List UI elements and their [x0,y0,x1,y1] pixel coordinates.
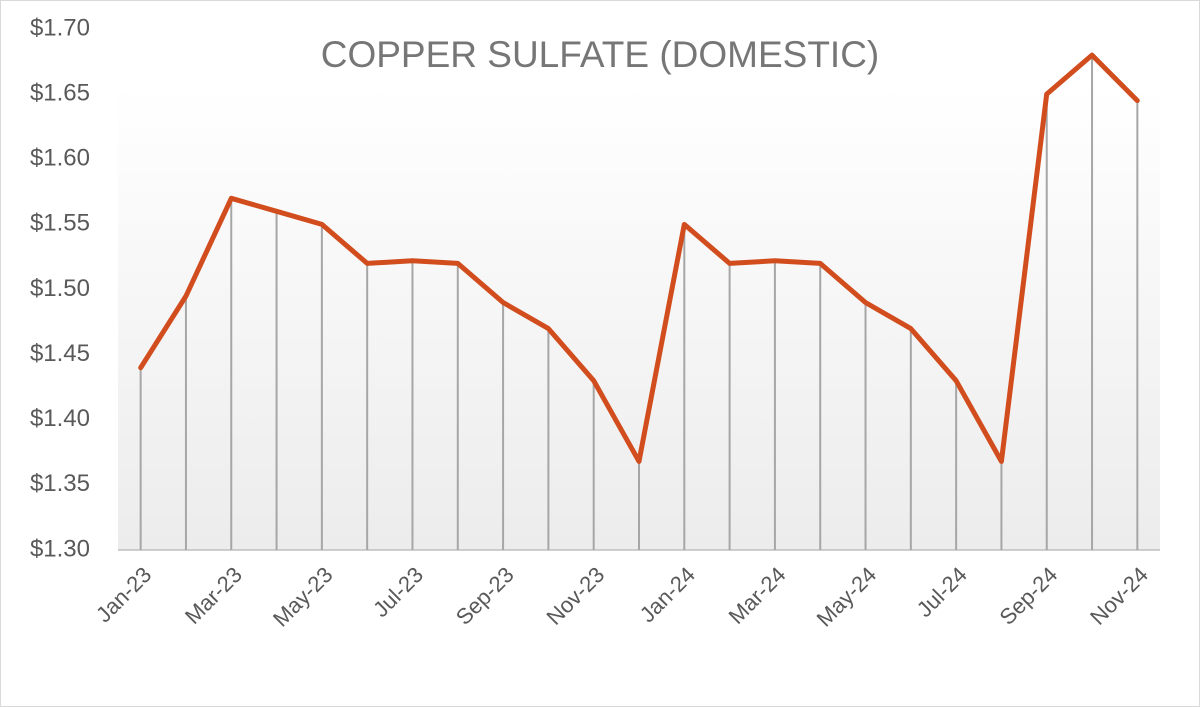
chart-title: COPPER SULFATE (DOMESTIC) [321,34,880,75]
y-tick-label: $1.45 [30,340,90,367]
y-tick-label: $1.50 [30,275,90,302]
y-tick-label: $1.60 [30,145,90,172]
y-tick-label: $1.70 [30,14,90,41]
y-tick-label: $1.35 [30,470,90,497]
y-tick-label: $1.40 [30,405,90,432]
y-tick-label: $1.30 [30,535,90,562]
y-tick-label: $1.65 [30,79,90,106]
y-tick-label: $1.55 [30,210,90,237]
data-line [138,52,1140,464]
